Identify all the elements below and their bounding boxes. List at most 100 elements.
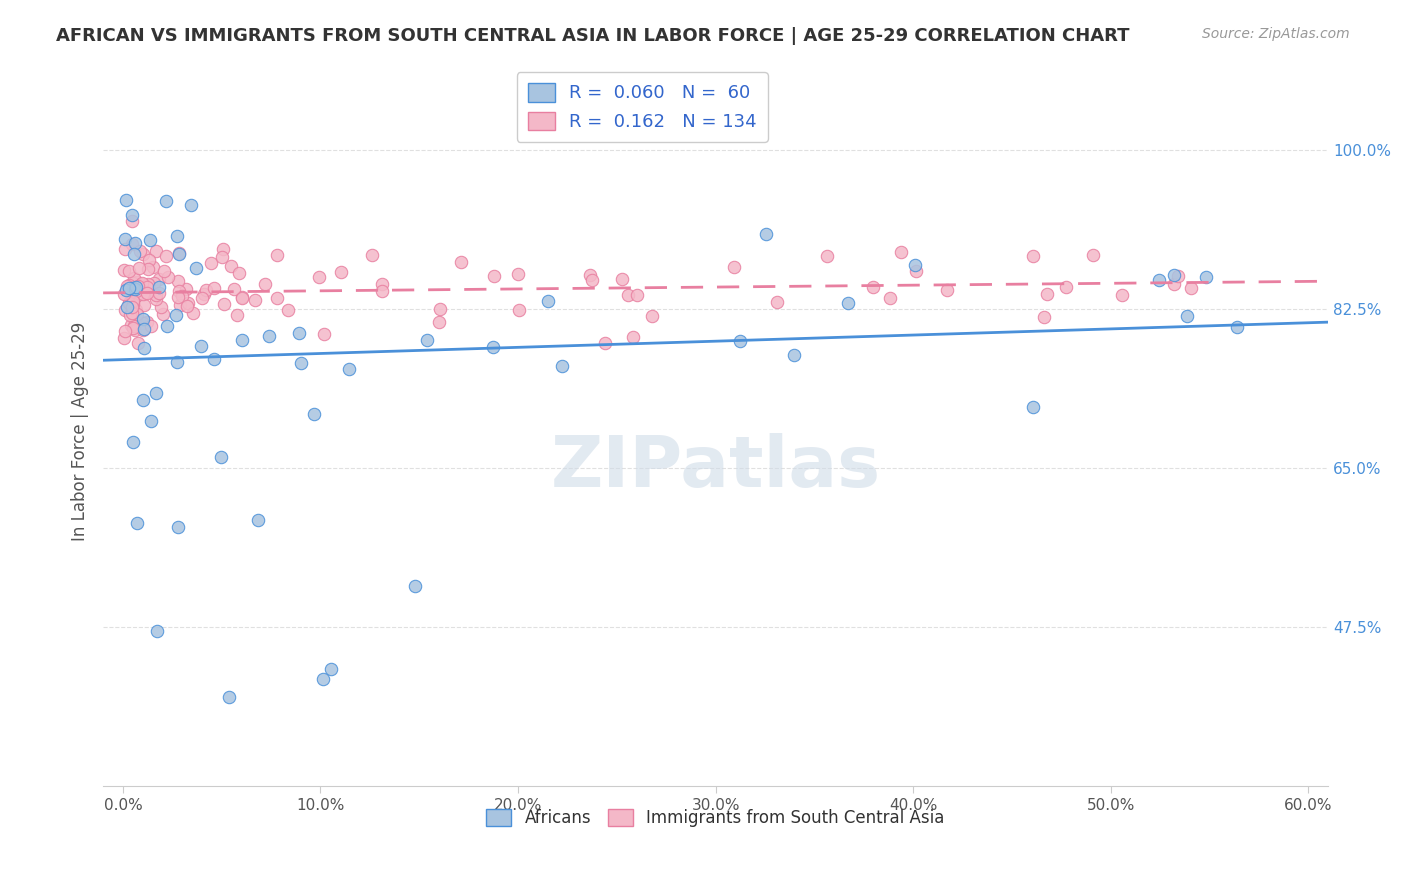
Point — [450, 255, 472, 269]
Point — [202, 281, 225, 295]
Point — [184, 261, 207, 276]
Point — [139, 414, 162, 428]
Point — [145, 292, 167, 306]
Point — [131, 316, 153, 330]
Point — [579, 268, 602, 282]
Point — [166, 229, 188, 244]
Point — [135, 285, 157, 300]
Point — [1180, 281, 1202, 295]
Point — [115, 300, 138, 314]
Point — [120, 318, 142, 332]
Point — [935, 283, 957, 297]
Point — [177, 296, 200, 310]
Point — [416, 333, 439, 347]
Point — [312, 673, 335, 687]
Text: ZIPatlas: ZIPatlas — [551, 433, 880, 501]
Point — [626, 288, 648, 302]
Point — [755, 227, 778, 242]
Point — [766, 295, 789, 310]
Point — [145, 288, 167, 302]
Point — [114, 232, 136, 246]
Point — [1226, 319, 1249, 334]
Point — [136, 261, 159, 276]
Point — [783, 348, 806, 362]
Point — [905, 264, 928, 278]
Point — [152, 307, 174, 321]
Point — [120, 300, 142, 314]
Point — [277, 302, 299, 317]
Point — [176, 300, 198, 314]
Point — [128, 244, 150, 258]
Point — [118, 296, 141, 310]
Point — [132, 298, 155, 312]
Point — [481, 340, 503, 354]
Point — [169, 298, 191, 312]
Point — [148, 285, 170, 300]
Point — [132, 277, 155, 291]
Point — [122, 246, 145, 260]
Point — [581, 273, 603, 287]
Point — [124, 289, 146, 303]
Point — [211, 243, 233, 257]
Point — [121, 208, 143, 222]
Point — [266, 248, 288, 262]
Point — [1147, 273, 1170, 287]
Point — [121, 237, 143, 252]
Point — [224, 282, 246, 296]
Point — [612, 272, 634, 286]
Point — [616, 288, 638, 302]
Point — [202, 352, 225, 367]
Point — [506, 268, 529, 282]
Point — [290, 356, 312, 370]
Point — [122, 434, 145, 449]
Point — [254, 277, 277, 291]
Point — [593, 335, 616, 350]
Point — [142, 276, 165, 290]
Point — [862, 279, 884, 293]
Point — [246, 513, 269, 527]
Point — [131, 323, 153, 337]
Point — [124, 282, 146, 296]
Point — [148, 280, 170, 294]
Point — [125, 275, 148, 289]
Point — [131, 276, 153, 290]
Point — [157, 270, 180, 285]
Point — [1163, 268, 1185, 282]
Point — [330, 265, 353, 279]
Point — [124, 282, 146, 296]
Point — [228, 266, 250, 280]
Point — [155, 194, 177, 209]
Point — [136, 277, 159, 291]
Point — [166, 355, 188, 369]
Point — [176, 282, 198, 296]
Point — [112, 262, 135, 277]
Point — [165, 309, 187, 323]
Point — [1036, 287, 1059, 301]
Point — [125, 284, 148, 298]
Point — [200, 256, 222, 270]
Point — [339, 362, 361, 376]
Legend: Africans, Immigrants from South Central Asia: Africans, Immigrants from South Central … — [479, 803, 952, 834]
Point — [122, 317, 145, 331]
Point — [308, 270, 330, 285]
Point — [155, 249, 177, 263]
Point — [371, 284, 394, 298]
Point — [1175, 309, 1198, 323]
Point — [482, 269, 505, 284]
Point — [170, 289, 193, 303]
Point — [114, 324, 136, 338]
Point — [1054, 280, 1077, 294]
Point — [152, 264, 174, 278]
Point — [890, 245, 912, 260]
Point — [218, 690, 240, 704]
Point — [134, 341, 156, 355]
Point — [138, 252, 160, 267]
Point — [122, 321, 145, 335]
Point — [135, 285, 157, 300]
Point — [122, 271, 145, 285]
Point — [136, 315, 159, 329]
Point — [112, 331, 135, 345]
Point — [195, 283, 218, 297]
Point — [115, 279, 138, 293]
Point — [118, 308, 141, 322]
